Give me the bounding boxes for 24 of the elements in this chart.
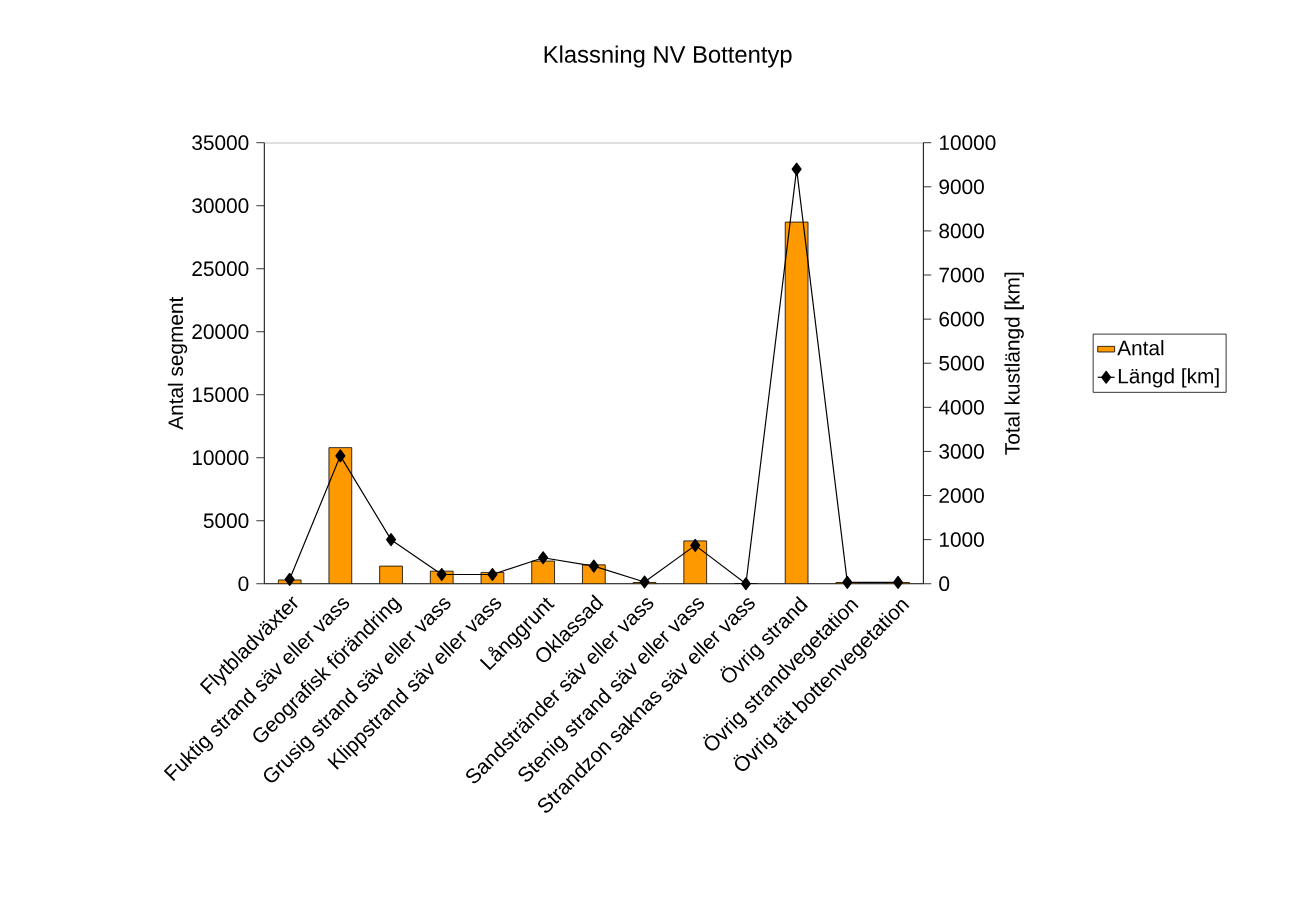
y-tick-label: 35000: [192, 135, 249, 151]
y2-tick-label: 3000: [939, 444, 984, 459]
y2-tick-label: 5000: [939, 356, 984, 371]
y-tick-label: 5000: [203, 513, 249, 529]
y2-tick-label: 6000: [939, 311, 984, 327]
legend-label: Antal: [1117, 340, 1164, 356]
y-tick-label: 20000: [192, 324, 249, 340]
y2-tick-label: 4000: [938, 400, 984, 415]
y2-tick-label: 7000: [939, 267, 984, 283]
y2-tick-label: 0: [939, 576, 950, 592]
y2-tick-label: 1000: [940, 532, 984, 548]
y-tick-label: 0: [238, 576, 249, 592]
y-tick-label: 10000: [192, 450, 249, 466]
y2-tick-label: 10000: [940, 135, 996, 151]
y-axis-title: Antal segment: [167, 297, 188, 430]
y2-tick-label: 8000: [939, 223, 984, 239]
legend-label: Längd [km]: [1118, 368, 1219, 388]
y2-tick-label: 9000: [939, 179, 984, 195]
y-tick-label: 25000: [192, 261, 249, 277]
y2-axis-title: Total kustlängd [km]: [1004, 272, 1024, 455]
y-tick-label: 30000: [192, 198, 249, 214]
y-tick-label: 15000: [192, 387, 249, 403]
chart-title: Klassning NV Bottentyp: [544, 45, 792, 68]
y2-tick-label: 2000: [939, 488, 984, 504]
